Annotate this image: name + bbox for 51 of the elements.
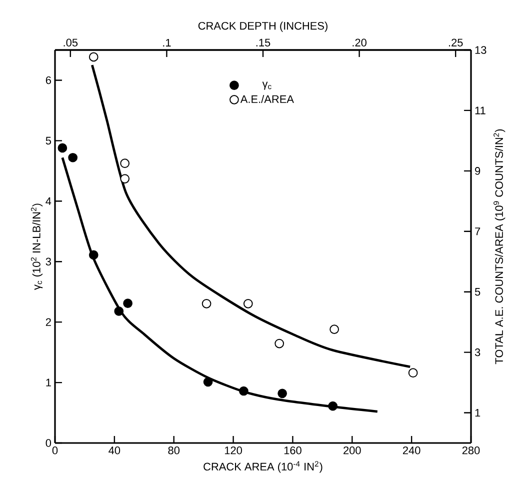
x-tick-label: 120: [224, 446, 242, 454]
y2-tick-label: 3: [474, 348, 480, 356]
y-tick-label: 6: [46, 76, 51, 84]
y-tick-label: 5: [46, 136, 52, 145]
line-series: [61, 156, 379, 413]
y2-tick-label: 1: [475, 409, 480, 417]
point: [114, 306, 124, 316]
point: [123, 298, 132, 308]
x-tick-label: 280: [462, 446, 480, 454]
x-axis-title: CRACK AREA (10$^{-4}$ IN$^{2}$): [204, 461, 322, 473]
x2-tick-label: .15: [256, 38, 270, 46]
x-tick-label: 40: [108, 446, 120, 454]
point: [203, 377, 213, 387]
y-tick-label: 0: [46, 439, 52, 447]
point: [202, 298, 212, 308]
point: [330, 324, 339, 334]
y2-tick-label: 7: [475, 228, 480, 236]
x-tick-label: 240: [402, 446, 420, 454]
x-tick-label: 200: [344, 446, 361, 454]
y-tick-label: 2: [46, 318, 51, 326]
point: [274, 338, 284, 348]
x-tick-label: 160: [284, 446, 302, 454]
point: [88, 250, 98, 260]
y-tick-label: 1: [46, 378, 51, 386]
point: [88, 52, 98, 62]
point: [58, 143, 68, 153]
y-tick-label: 4: [46, 197, 52, 205]
y2-tick-label: 11: [475, 106, 486, 114]
x-tick-label: 0: [52, 446, 58, 454]
point: [68, 152, 78, 162]
y-axis-title: γ$_{c}$ (10$^{2}$ IN-LB/IN$^{2}$): [30, 204, 43, 290]
y2-axis-title: TOTAL A.E. COUNTS/AREA (10$^{9}$ COUNTS/IN$^{2}$): [494, 129, 506, 364]
point: [239, 386, 248, 396]
x2-tick-label: .25: [448, 38, 463, 46]
y2-tick-label: 13: [475, 46, 486, 54]
legend-label: A.E./AREA: [240, 94, 294, 104]
point: [120, 158, 130, 168]
x2-tick-label: .20: [352, 38, 366, 46]
x2-axis-title: CRACK DEPTH (INCHES): [198, 22, 328, 32]
x-tick-label: 80: [168, 446, 180, 454]
y2-tick-label: 9: [475, 167, 480, 175]
x2-tick-label: .1: [163, 38, 171, 46]
y-tick-label: 3: [46, 258, 51, 266]
point: [328, 401, 338, 411]
point: [243, 298, 253, 308]
y2-tick-label: 5: [474, 288, 480, 296]
point: [120, 174, 130, 184]
point: [278, 388, 287, 398]
legend-label: γ$_{c}$: [262, 82, 272, 90]
x2-tick-label: .05: [64, 38, 78, 46]
point: [408, 368, 418, 378]
